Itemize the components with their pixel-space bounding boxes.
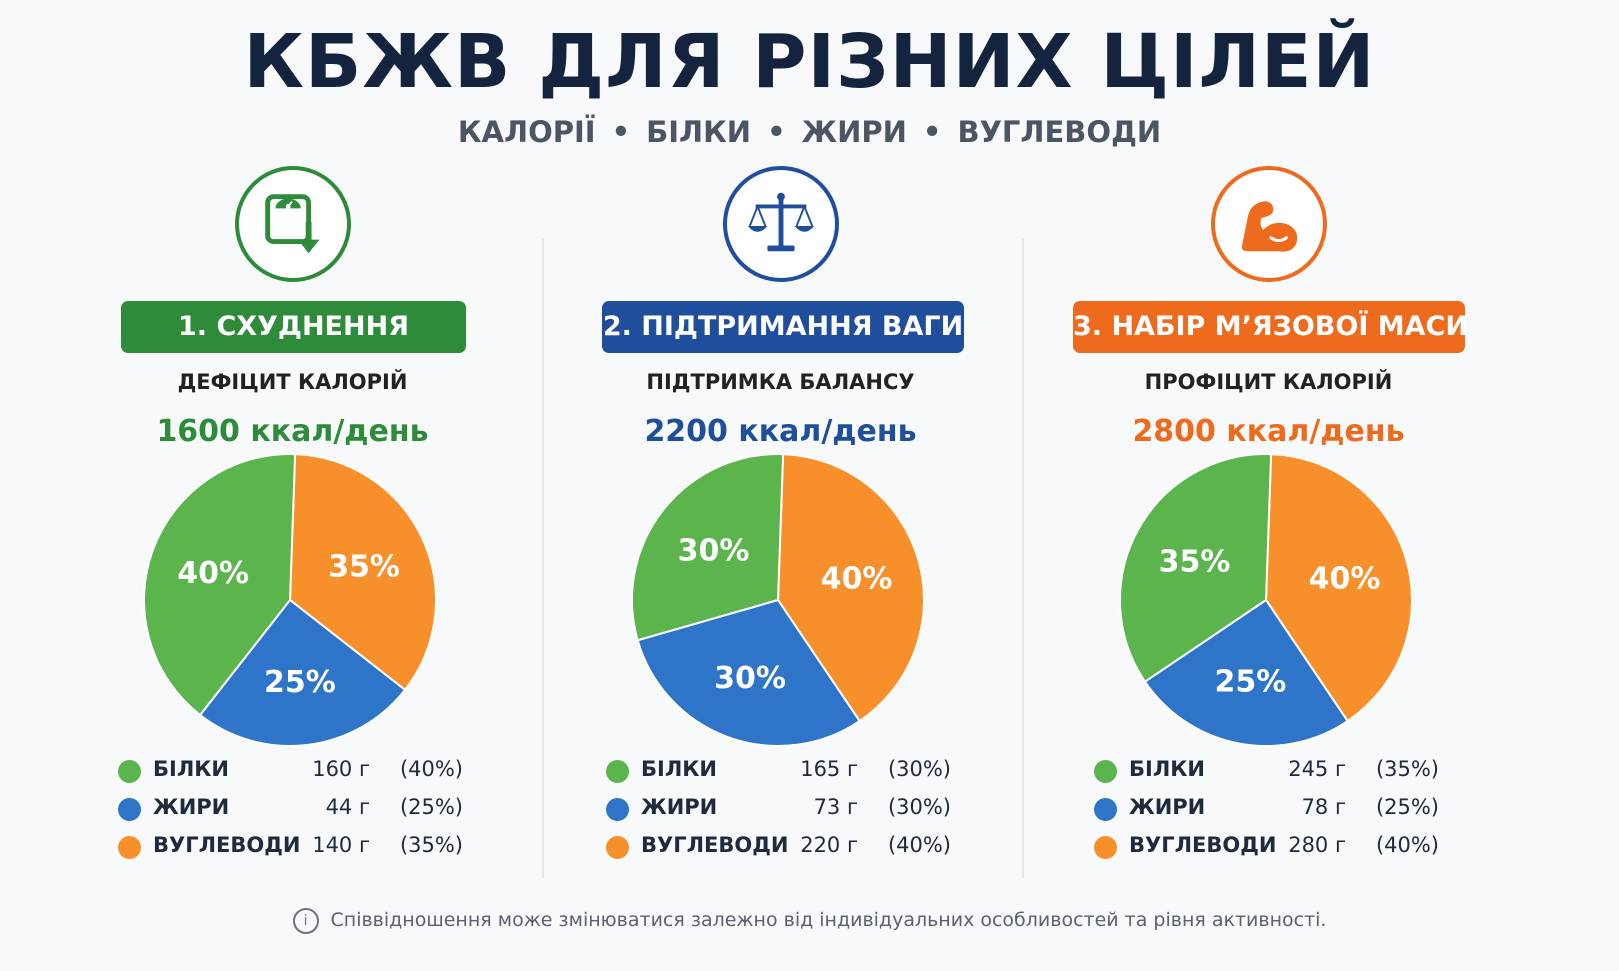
pie-slice-fat	[636, 598, 862, 747]
pie-slice-protein	[631, 453, 785, 642]
legend-row-protein: БІЛКИ 165 г (30%)	[603, 753, 963, 791]
goal-column-maintenance: 2. ПІДТРИМАННЯ ВАГИ ПІДТРИМКА БАЛАНСУ 22…	[602, 160, 1083, 890]
subtitle-item: КАЛОРІЇ	[457, 115, 596, 149]
legend-name: БІЛКИ	[641, 757, 718, 781]
legend-row-fat: ЖИРИ 73 г (30%)	[603, 791, 963, 829]
pie-label-carbs: 35%	[328, 549, 400, 584]
goal-subhead: ПРОФІЦИТ КАЛОРІЙ	[1144, 370, 1393, 394]
macro-pie-chart: 40% 30% 30%	[631, 453, 925, 747]
pie-label-carbs: 40%	[821, 561, 893, 596]
legend-percent: (40%)	[1375, 833, 1439, 857]
page-title: КБЖВ ДЛЯ РІЗНИХ ЦІЛЕЙ	[243, 19, 1376, 105]
pie-slice-protein	[143, 453, 297, 717]
legend-percent: (40%)	[399, 757, 463, 781]
separator-dot: •	[611, 115, 631, 149]
legend-name: ЖИРИ	[641, 795, 718, 819]
pie-label-protein: 30%	[678, 534, 750, 569]
goal-subhead: ДЕФІЦИТ КАЛОРІЙ	[177, 370, 408, 394]
column-divider	[542, 238, 544, 878]
legend-name: ВУГЛЕВОДИ	[153, 833, 301, 857]
legend-grams: 44 г	[325, 795, 370, 819]
legend-name: ВУГЛЕВОДИ	[1129, 833, 1277, 857]
footnote: i Співвідношення може змінюватися залежно…	[0, 905, 1619, 935]
legend-percent: (35%)	[399, 833, 463, 857]
legend-grams: 220 г	[800, 833, 858, 857]
goal-banner: 3. НАБІР М’ЯЗОВОЇ МАСИ	[1073, 301, 1468, 353]
balance-scale-icon	[723, 166, 839, 282]
legend-percent: (25%)	[399, 795, 463, 819]
subtitle-item: ВУГЛЕВОДИ	[957, 115, 1162, 149]
legend-grams: 73 г	[813, 795, 858, 819]
legend-percent: (30%)	[887, 795, 951, 819]
pie-label-carbs: 40%	[1309, 561, 1381, 596]
legend-swatch	[1094, 798, 1117, 821]
separator-dot: •	[767, 115, 786, 149]
pie-slice-carbs	[288, 453, 437, 692]
macro-legend: БІЛКИ 245 г (35%) ЖИРИ 78 г (25%) ВУГЛЕВОДИ 2…	[1091, 753, 1451, 867]
legend-swatch	[606, 760, 629, 783]
legend-row-carbs: ВУГЛЕВОДИ 220 г (40%)	[603, 829, 963, 867]
legend-grams: 245 г	[1288, 757, 1346, 781]
legend-row-protein: БІЛКИ 160 г (40%)	[115, 753, 475, 791]
scale-down-icon	[235, 166, 351, 282]
legend-row-fat: ЖИРИ 78 г (25%)	[1091, 791, 1451, 829]
calorie-target: 1600 ккал/день	[156, 414, 429, 449]
pie-label-protein: 40%	[177, 556, 249, 591]
legend-grams: 140 г	[312, 833, 370, 857]
pie-slice-fat	[198, 598, 407, 747]
pie-slice-carbs	[776, 453, 925, 723]
legend-swatch	[1094, 836, 1117, 859]
legend-swatch	[1094, 760, 1117, 783]
pie-slice-protein	[1119, 453, 1273, 684]
goal-banner: 2. ПІДТРИМАННЯ ВАГИ	[602, 301, 964, 353]
page-subtitle: КАЛОРІЇ • БІЛКИ • ЖИРИ • ВУГЛЕВОДИ	[0, 112, 1619, 152]
macro-legend: БІЛКИ 160 г (40%) ЖИРИ 44 г (25%) ВУГЛЕВОДИ 1…	[115, 753, 475, 867]
macro-legend: БІЛКИ 165 г (30%) ЖИРИ 73 г (30%) ВУГЛЕВОДИ 2…	[603, 753, 963, 867]
legend-percent: (30%)	[887, 757, 951, 781]
legend-name: ЖИРИ	[1129, 795, 1206, 819]
goal-column-muscle-gain: 3. НАБІР М’ЯЗОВОЇ МАСИ ПРОФІЦИТ КАЛОРІЙ …	[1073, 160, 1571, 890]
legend-name: ЖИРИ	[153, 795, 230, 819]
goal-subhead: ПІДТРИМКА БАЛАНСУ	[646, 370, 915, 394]
legend-percent: (25%)	[1375, 795, 1439, 819]
flexed-bicep-icon	[1211, 166, 1327, 282]
pie-label-fat: 25%	[264, 665, 336, 700]
pie-slice-fat	[1143, 598, 1350, 747]
legend-name: ВУГЛЕВОДИ	[641, 833, 789, 857]
goal-column-weight-loss: 1. СХУДНЕННЯ ДЕФІЦИТ КАЛОРІЙ 1600 ккал/д…	[115, 160, 595, 890]
info-icon: i	[292, 907, 319, 934]
column-divider	[1022, 238, 1024, 878]
legend-row-fat: ЖИРИ 44 г (25%)	[115, 791, 475, 829]
legend-name: БІЛКИ	[153, 757, 230, 781]
legend-grams: 78 г	[1301, 795, 1346, 819]
pie-slice-carbs	[1264, 453, 1413, 723]
legend-grams: 165 г	[800, 757, 858, 781]
macro-pie-chart: 35% 25% 40%	[143, 453, 437, 747]
legend-swatch	[118, 836, 141, 859]
legend-row-carbs: ВУГЛЕВОДИ 280 г (40%)	[1091, 829, 1451, 867]
legend-row-protein: БІЛКИ 245 г (35%)	[1091, 753, 1451, 791]
pie-label-fat: 25%	[1214, 664, 1286, 699]
calorie-target: 2200 ккал/день	[644, 414, 917, 449]
goal-banner: 1. СХУДНЕННЯ	[121, 301, 466, 353]
legend-grams: 160 г	[312, 757, 370, 781]
legend-row-carbs: ВУГЛЕВОДИ 140 г (35%)	[115, 829, 475, 867]
footnote-text: Співвідношення може змінюватися залежно …	[330, 909, 1327, 931]
calorie-target: 2800 ккал/день	[1132, 414, 1405, 449]
legend-swatch	[118, 760, 141, 783]
pie-label-fat: 30%	[714, 661, 786, 696]
legend-name: БІЛКИ	[1129, 757, 1206, 781]
separator-dot: •	[922, 115, 942, 149]
macro-pie-chart: 40% 25% 35%	[1119, 453, 1413, 747]
legend-percent: (40%)	[887, 833, 951, 857]
legend-swatch	[606, 836, 629, 859]
legend-percent: (35%)	[1375, 757, 1439, 781]
legend-grams: 280 г	[1288, 833, 1346, 857]
subtitle-item: БІЛКИ	[646, 115, 752, 149]
pie-label-protein: 35%	[1159, 544, 1231, 579]
subtitle-item: ЖИРИ	[801, 115, 907, 149]
legend-swatch	[118, 798, 141, 821]
legend-swatch	[606, 798, 629, 821]
